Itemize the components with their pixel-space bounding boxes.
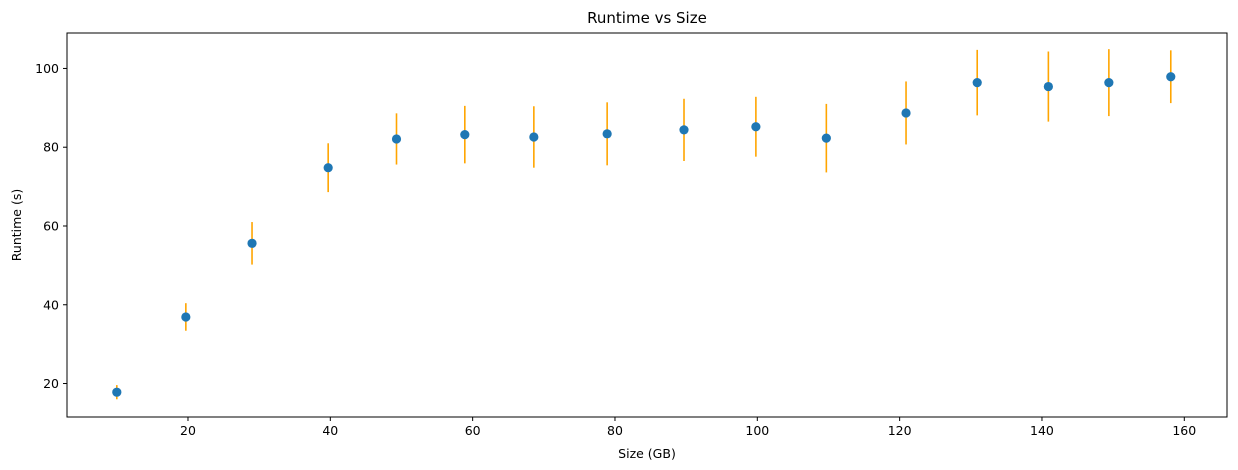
- x-tick-label: 20: [180, 423, 196, 438]
- data-point: [751, 122, 761, 132]
- errorbar-series: [116, 49, 1172, 400]
- data-point: [602, 129, 612, 139]
- x-tick-label: 80: [607, 423, 623, 438]
- y-axis-ticks: 20 40 60 80 100: [35, 61, 67, 391]
- chart-title: Runtime vs Size: [587, 9, 707, 27]
- data-point: [679, 125, 689, 135]
- data-point: [323, 163, 333, 173]
- y-tick-label: 100: [35, 61, 59, 76]
- data-point: [1043, 81, 1053, 92]
- data-point: [112, 387, 122, 397]
- x-tick-label: 120: [888, 423, 912, 438]
- data-point: [247, 238, 257, 248]
- x-axis-ticks: 20 40 60 80 100 120 140 160: [180, 417, 1196, 438]
- data-point: [901, 108, 911, 118]
- data-point: [1166, 72, 1176, 82]
- data-point: [529, 132, 539, 142]
- x-axis-label: Size (GB): [618, 446, 676, 461]
- x-tick-label: 160: [1172, 423, 1196, 438]
- marker-series: [112, 72, 1176, 397]
- y-tick-label: 20: [43, 376, 59, 391]
- data-point: [391, 134, 402, 144]
- data-point: [972, 78, 982, 88]
- y-tick-label: 40: [43, 297, 59, 312]
- plot-area-frame: [66, 32, 1228, 418]
- y-tick-label: 60: [43, 218, 59, 233]
- data-point: [460, 130, 470, 140]
- data-point: [821, 133, 831, 143]
- x-tick-label: 40: [322, 423, 338, 438]
- data-point: [181, 312, 191, 322]
- y-axis-label: Runtime (s): [9, 189, 24, 261]
- data-point: [1104, 78, 1114, 88]
- x-tick-label: 100: [745, 423, 769, 438]
- x-tick-label: 140: [1030, 423, 1054, 438]
- x-tick-label: 60: [465, 423, 481, 438]
- y-tick-label: 80: [43, 140, 59, 155]
